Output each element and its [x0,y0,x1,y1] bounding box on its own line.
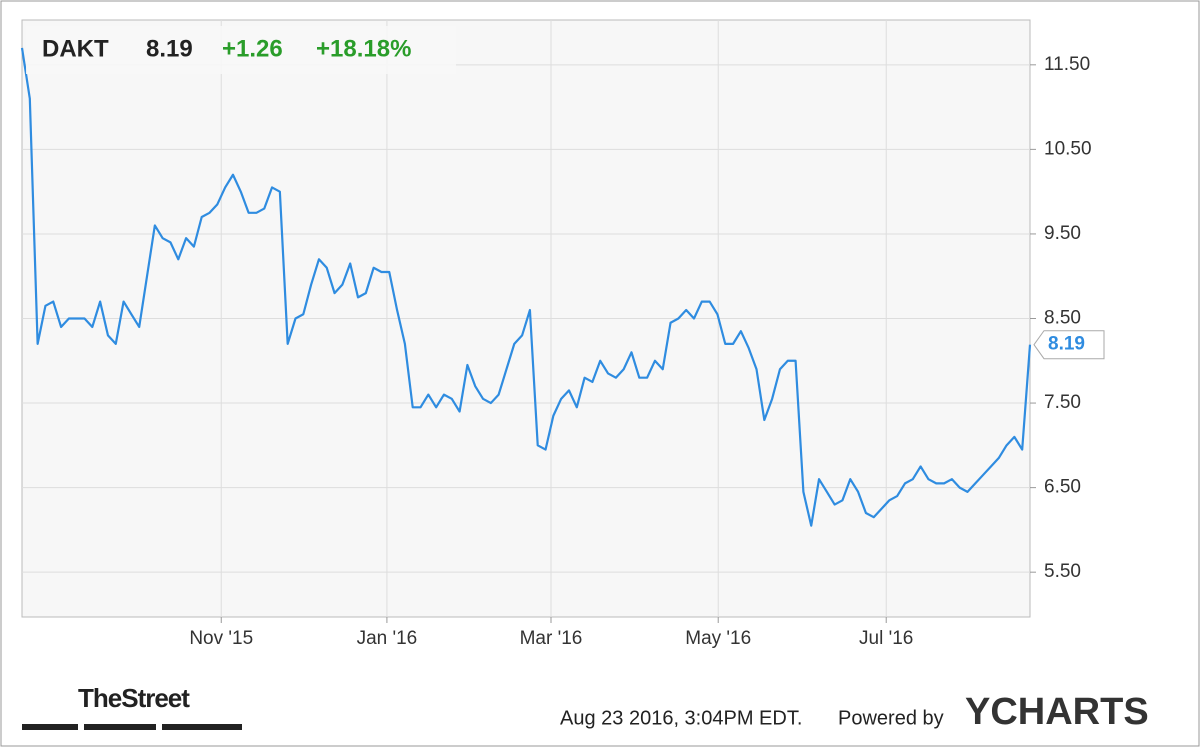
y-tick-label: 11.50 [1044,54,1090,75]
brand: TheStreet [78,683,190,713]
x-tick-label: Mar '16 [520,628,583,649]
brand-bar [22,724,78,730]
x-tick-label: Nov '15 [189,628,253,649]
x-tick-label: May '16 [685,628,751,649]
y-tick-label: 7.50 [1044,392,1081,413]
brand-bar [162,724,242,730]
y-tick-label: 9.50 [1044,223,1081,244]
x-tick-label: Jan '16 [357,628,418,649]
price-line [20,47,1032,527]
change-pct: +18.18% [316,35,411,62]
brand-bar [84,724,156,730]
x-tick-label: Jul '16 [859,628,913,649]
y-tick-label: 5.50 [1044,561,1081,582]
powered-by: Powered by [838,707,944,729]
symbol: DAKT [42,35,109,62]
last-flag [1033,330,1105,360]
timestamp: Aug 23 2016, 3:04PM EDT. [560,707,802,729]
y-tick-label: 6.50 [1044,477,1081,498]
y-tick-label: 8.50 [1044,308,1081,329]
price: 8.19 [146,35,193,62]
y-tick-label: 10.50 [1044,138,1092,159]
change: +1.26 [222,35,283,62]
provider-logo: YCHARTS [965,691,1149,733]
last-value-label: 8.19 [1048,334,1085,355]
header-box [26,26,456,74]
